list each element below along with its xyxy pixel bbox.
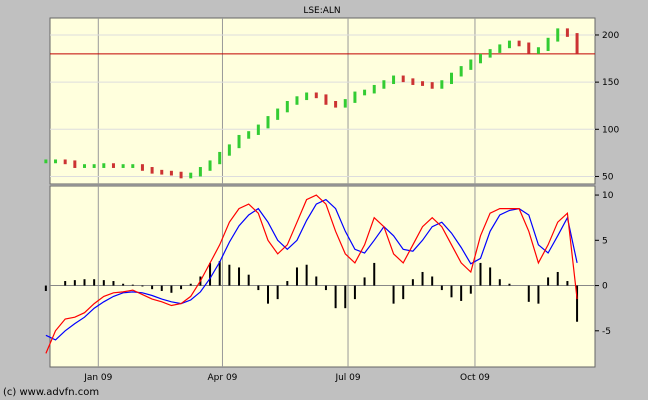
price-y-tick-label: 50: [602, 172, 614, 182]
price-y-tick-label: 150: [602, 78, 619, 88]
macd-line: [45, 194, 578, 354]
grid-lines: [50, 18, 595, 367]
chart-title: LSE:ALN: [303, 6, 340, 16]
macd-y-tick-label: 10: [602, 191, 614, 201]
macd-panel-background: [49, 185, 596, 368]
price-panel-background: [49, 17, 596, 185]
x-tick-label: Apr 09: [208, 373, 238, 383]
signal-line: [45, 198, 578, 341]
price-y-tick-label: 100: [602, 125, 619, 135]
macd-y-tick-label: 0: [602, 282, 608, 292]
macd-lines: [44, 194, 595, 354]
x-tick-label: Jul 09: [334, 373, 360, 383]
axis-labels: Jan 09 Apr 09 Jul 09 Oct 09501001502001050-…: [83, 31, 619, 383]
x-tick-label: Oct 09: [460, 373, 490, 383]
price-y-tick-label: 200: [602, 31, 619, 41]
macd-y-tick-label: 5: [602, 236, 608, 246]
macd-y-tick-label: -5: [602, 327, 611, 337]
price-bars: [44, 28, 595, 179]
x-tick-label: Jan 09: [83, 373, 112, 383]
footer-copyright: (c) www.advfn.com: [3, 387, 99, 398]
